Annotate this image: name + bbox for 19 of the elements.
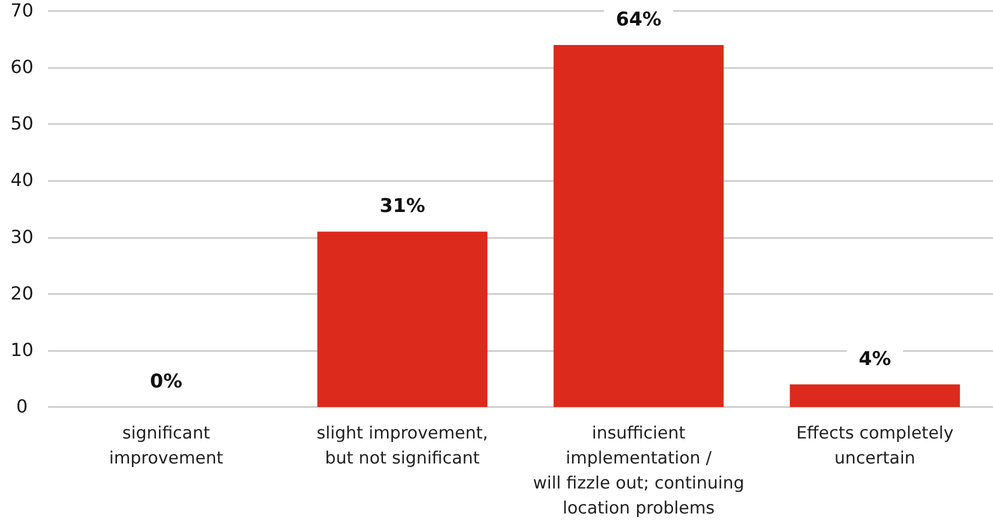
bar [317, 232, 488, 407]
x-tick-label: slight improvement, but not significant [316, 424, 488, 468]
bar [554, 44, 724, 407]
y-tick-label: 10 [10, 340, 34, 361]
y-tick-label: 60 [10, 57, 34, 78]
bar [790, 384, 960, 407]
data-label: 31% [380, 195, 426, 218]
y-tick-label: 40 [10, 170, 34, 192]
y-tick-label: 0 [16, 396, 28, 418]
x-tick-label: Effects completely uncertain [796, 424, 954, 468]
data-label: 4% [858, 348, 892, 370]
y-tick-label: 30 [10, 226, 34, 248]
x-tick-label: insufficient implementation / will fizzle out; continuing location problems [532, 424, 744, 518]
data-label: 64% [616, 8, 662, 30]
x-tick-label: significant improvement [109, 424, 224, 468]
y-tick-label: 50 [10, 114, 34, 135]
y-tick-label: 20 [10, 283, 34, 304]
y-tick-label: 70 [10, 0, 34, 22]
data-label: 0% [150, 370, 182, 392]
